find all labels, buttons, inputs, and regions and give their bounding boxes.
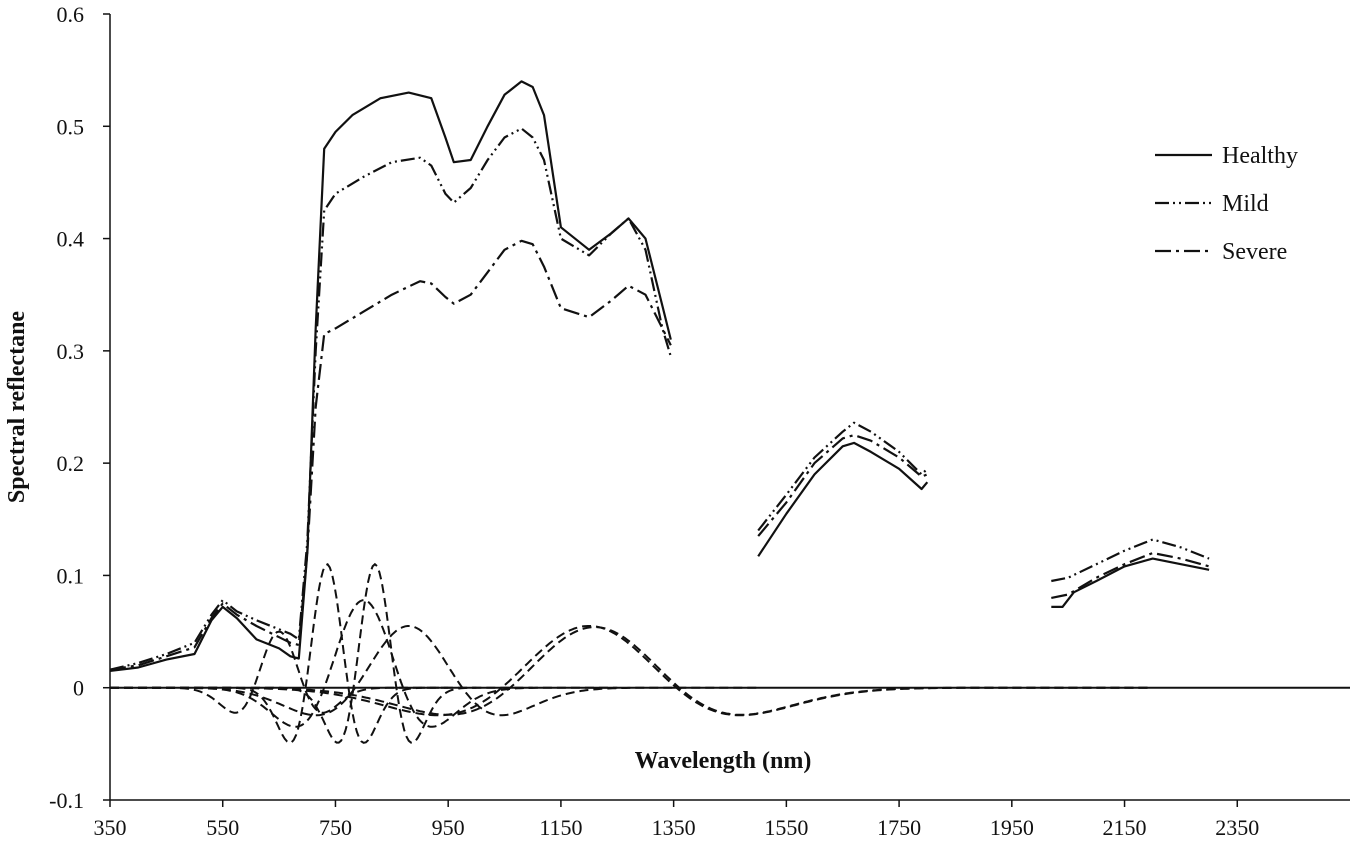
series-lines bbox=[109, 80, 1210, 672]
dashed-curves bbox=[110, 562, 1153, 744]
x-tick-label: 350 bbox=[94, 815, 127, 840]
x-axis-title: Wavelength (nm) bbox=[635, 748, 812, 774]
dashed-wave-curve bbox=[110, 599, 618, 728]
x-tick-label: 2350 bbox=[1215, 815, 1259, 840]
x-tick-label: 1750 bbox=[877, 815, 921, 840]
series-line-severe bbox=[757, 434, 928, 537]
legend: Healthy Mild Severe bbox=[1155, 143, 1298, 265]
y-tick-label: 0.5 bbox=[57, 114, 85, 139]
legend-label-severe: Severe bbox=[1222, 239, 1287, 265]
y-tick-label: 0.2 bbox=[57, 451, 85, 476]
dashed-wave-curve bbox=[138, 626, 1153, 716]
y-tick-label: 0.1 bbox=[57, 563, 85, 588]
x-tick-label: 2150 bbox=[1103, 815, 1147, 840]
x-tick-label: 1950 bbox=[990, 815, 1034, 840]
x-tick-label: 1150 bbox=[539, 815, 582, 840]
x-tick-label: 1350 bbox=[652, 815, 696, 840]
series-line-severe bbox=[109, 239, 672, 671]
y-tick-label: 0 bbox=[73, 676, 84, 701]
series-line-mild bbox=[757, 421, 929, 532]
y-tick-label: 0.4 bbox=[57, 227, 85, 252]
x-tick-label: 1550 bbox=[764, 815, 808, 840]
x-tick-label: 550 bbox=[206, 815, 239, 840]
x-tick-label: 950 bbox=[432, 815, 465, 840]
series-line-healthy bbox=[109, 80, 672, 672]
series-line-severe bbox=[1051, 551, 1210, 599]
y-tick-label: 0.6 bbox=[57, 2, 85, 27]
legend-label-healthy: Healthy bbox=[1222, 143, 1298, 169]
legend-label-mild: Mild bbox=[1222, 191, 1269, 217]
y-tick-label: -0.1 bbox=[49, 788, 84, 813]
y-tick-label: 0.3 bbox=[57, 339, 85, 364]
series-line-healthy bbox=[1051, 557, 1210, 608]
axes: 350 550 750 950 1150 1350 1550 1750 1950 2150 2350… bbox=[49, 2, 1350, 840]
x-tick-label: 750 bbox=[319, 815, 352, 840]
series-line-mild bbox=[1051, 538, 1210, 583]
series-line-healthy bbox=[757, 441, 929, 557]
y-axis-title: Spectral reflectane bbox=[4, 311, 30, 503]
series-line-mild bbox=[109, 127, 672, 671]
